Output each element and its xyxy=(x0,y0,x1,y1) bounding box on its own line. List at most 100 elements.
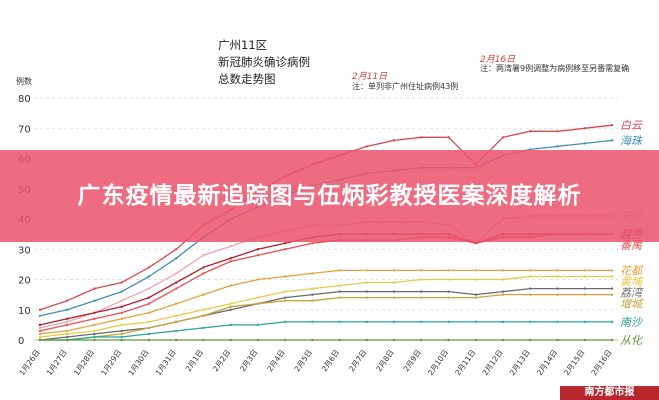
data-point xyxy=(283,320,287,324)
y-tick-label: 20 xyxy=(18,276,31,287)
data-point xyxy=(93,335,96,339)
data-point xyxy=(556,130,559,133)
data-point xyxy=(556,269,559,272)
x-tick-label: 2月12日 xyxy=(480,348,504,377)
data-point xyxy=(583,275,586,278)
data-point xyxy=(66,335,69,339)
data-point xyxy=(556,320,559,324)
data-point xyxy=(174,329,178,333)
x-tick-label: 2月11日 xyxy=(453,348,477,377)
data-point xyxy=(38,338,42,342)
data-point xyxy=(583,287,586,290)
data-point xyxy=(147,326,151,330)
x-tick-label: 1月28日 xyxy=(72,348,96,377)
data-point xyxy=(338,338,341,342)
data-point xyxy=(283,338,287,342)
series-line-5 xyxy=(39,269,612,335)
data-point xyxy=(338,290,341,293)
data-point xyxy=(229,245,232,248)
data-point xyxy=(610,124,614,127)
data-point xyxy=(174,320,178,324)
annotation-text-2: 注：两湾暑9例调整为病例移至另番需复确 xyxy=(480,64,630,73)
data-point xyxy=(556,338,559,342)
data-point xyxy=(174,272,178,275)
series-end-label: 番禺 xyxy=(620,239,643,252)
series-line-8 xyxy=(40,293,612,341)
data-point xyxy=(501,290,505,293)
data-point xyxy=(256,323,260,327)
data-point xyxy=(420,320,423,324)
data-point xyxy=(392,290,396,293)
data-point xyxy=(365,145,369,148)
data-point xyxy=(120,329,123,333)
data-point xyxy=(556,275,559,278)
chart-title: 广州11区 新冠肺炎确诊病例 总数走势图 xyxy=(218,37,310,88)
data-point xyxy=(66,329,69,333)
data-point xyxy=(392,139,396,142)
data-point xyxy=(365,281,369,284)
x-tick-label: 1月27日 xyxy=(45,348,69,377)
data-point xyxy=(229,338,232,342)
data-point xyxy=(202,338,205,342)
x-tick-label: 1月29日 xyxy=(99,348,123,377)
series-line-4 xyxy=(39,233,612,332)
data-point xyxy=(93,329,96,333)
x-tick-label: 2月8日 xyxy=(374,348,395,373)
data-point xyxy=(120,290,123,293)
data-point xyxy=(556,145,559,148)
data-point xyxy=(474,278,478,281)
data-point xyxy=(66,338,69,342)
x-tick-label: 2月15日 xyxy=(562,348,586,377)
data-point xyxy=(147,320,151,324)
data-point xyxy=(420,338,423,342)
data-point xyxy=(256,248,260,251)
data-point xyxy=(583,269,586,272)
data-point xyxy=(283,275,287,278)
data-point xyxy=(38,332,42,336)
data-point xyxy=(365,290,369,293)
annotation-date-2: 2月16日 xyxy=(480,55,516,65)
x-tick-label: 2月7日 xyxy=(347,348,368,373)
data-point xyxy=(229,308,232,311)
data-point xyxy=(93,317,96,321)
data-point xyxy=(174,287,178,290)
series-end-label: 增城 xyxy=(620,297,644,310)
series-line-6 xyxy=(39,275,612,338)
data-point xyxy=(311,320,314,324)
x-tick-labels: 1月26日 1月27日 1月28日 1月29日 1月30日 1月31日 2月1日 2月2日 2月… xyxy=(17,348,613,377)
data-point xyxy=(583,338,586,342)
data-point xyxy=(447,278,450,281)
data-point xyxy=(38,335,42,339)
data-point xyxy=(229,284,232,287)
data-point xyxy=(147,302,151,305)
data-point xyxy=(147,266,151,269)
source-watermark: 南方都市报 xyxy=(560,386,659,400)
data-point xyxy=(420,278,423,281)
data-point xyxy=(174,314,178,317)
data-point xyxy=(120,311,123,314)
data-point xyxy=(420,290,423,293)
headline-text: 广东疫情最新追踪图与伍炳彩教授医案深度解析 xyxy=(77,183,582,209)
data-point xyxy=(610,287,614,290)
data-point xyxy=(365,320,369,324)
data-point xyxy=(66,323,69,327)
data-point xyxy=(283,242,287,245)
data-point xyxy=(202,326,205,330)
series-end-label: 黄埔 xyxy=(620,275,644,288)
data-point xyxy=(392,281,396,284)
data-point xyxy=(338,296,341,299)
data-point xyxy=(256,296,260,299)
data-point xyxy=(474,296,478,299)
data-point xyxy=(283,296,287,299)
series-end-label: 海珠 xyxy=(620,134,643,147)
data-point xyxy=(120,332,123,336)
data-point xyxy=(311,242,314,245)
data-point xyxy=(447,269,450,272)
data-point xyxy=(392,320,396,324)
data-point xyxy=(392,338,396,342)
data-point xyxy=(93,323,96,327)
data-point xyxy=(93,299,96,302)
data-point xyxy=(474,338,478,342)
data-point xyxy=(447,338,450,342)
data-point xyxy=(147,332,151,336)
